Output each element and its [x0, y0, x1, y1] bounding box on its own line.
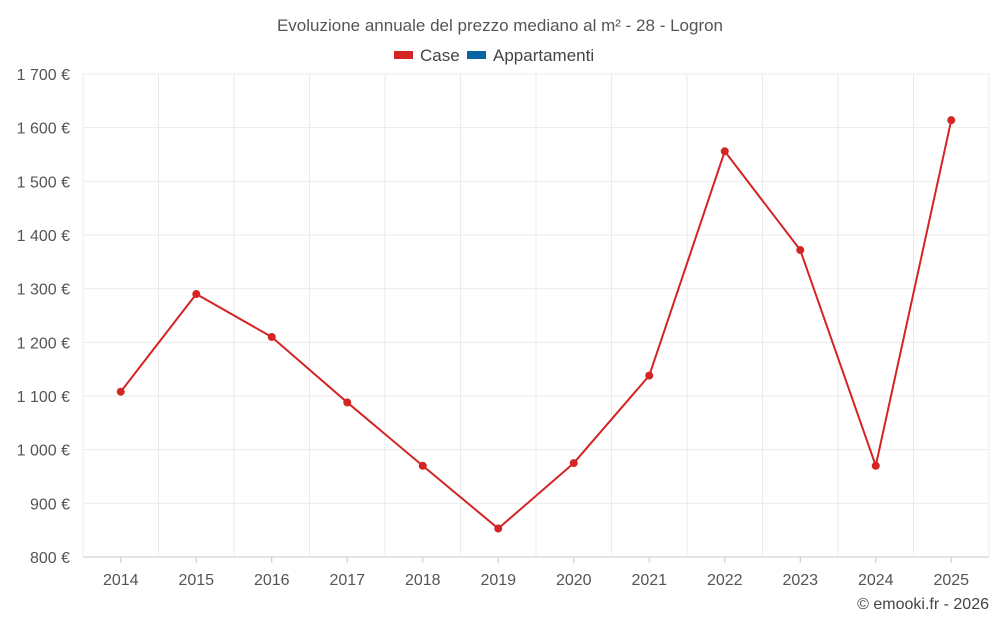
data-point[interactable] — [267, 332, 276, 341]
x-tick-label: 2018 — [405, 572, 441, 589]
y-tick-label: 1 400 € — [17, 228, 70, 245]
data-point[interactable] — [343, 398, 352, 407]
credit-text: © emooki.fr - 2026 — [857, 596, 989, 613]
x-tick-label: 2016 — [254, 572, 290, 589]
x-tick-label: 2019 — [480, 572, 516, 589]
data-point[interactable] — [192, 290, 201, 299]
legend[interactable]: Case Appartamenti — [394, 46, 594, 65]
x-tick-label: 2020 — [556, 572, 592, 589]
y-tick-label: 800 € — [30, 550, 70, 567]
legend-houses-label[interactable]: Case — [420, 46, 460, 65]
y-tick-label: 1 700 € — [17, 67, 70, 84]
x-tick-label: 2015 — [178, 572, 214, 589]
data-point[interactable] — [494, 524, 503, 533]
data-point[interactable] — [796, 246, 805, 255]
grid — [82, 73, 990, 558]
x-tick-label: 2023 — [782, 572, 818, 589]
x-tick-label: 2025 — [933, 572, 969, 589]
x-tick-label: 2017 — [329, 572, 365, 589]
data-point[interactable] — [116, 387, 125, 396]
legend-apartments-swatch — [467, 51, 486, 59]
y-tick-label: 1 500 € — [17, 174, 70, 191]
x-tick-label: 2022 — [707, 572, 743, 589]
x-tick-label: 2021 — [631, 572, 667, 589]
data-point[interactable] — [947, 116, 956, 125]
y-tick-label: 1 300 € — [17, 282, 70, 299]
legend-apartments-label[interactable]: Appartamenti — [493, 46, 594, 65]
x-tick-label: 2024 — [858, 572, 894, 589]
y-tick-label: 1 000 € — [17, 443, 70, 460]
x-tick-label: 2014 — [103, 572, 139, 589]
y-tick-label: 1 200 € — [17, 335, 70, 352]
data-point[interactable] — [569, 459, 578, 468]
data-point[interactable] — [418, 461, 427, 470]
data-point[interactable] — [871, 461, 880, 470]
chart-title: Evoluzione annuale del prezzo mediano al… — [277, 16, 723, 35]
legend-houses-swatch — [394, 51, 413, 59]
y-tick-label: 900 € — [30, 496, 70, 513]
y-tick-label: 1 100 € — [17, 389, 70, 406]
series-line-case — [119, 119, 953, 530]
axes: 800 € 900 € 1 000 € 1 100 € 1 200 € 1 300 € 1 … — [17, 67, 970, 589]
data-point[interactable] — [720, 147, 729, 156]
series-layer — [116, 116, 956, 533]
data-point[interactable] — [645, 371, 654, 380]
y-tick-label: 1 600 € — [17, 121, 70, 138]
